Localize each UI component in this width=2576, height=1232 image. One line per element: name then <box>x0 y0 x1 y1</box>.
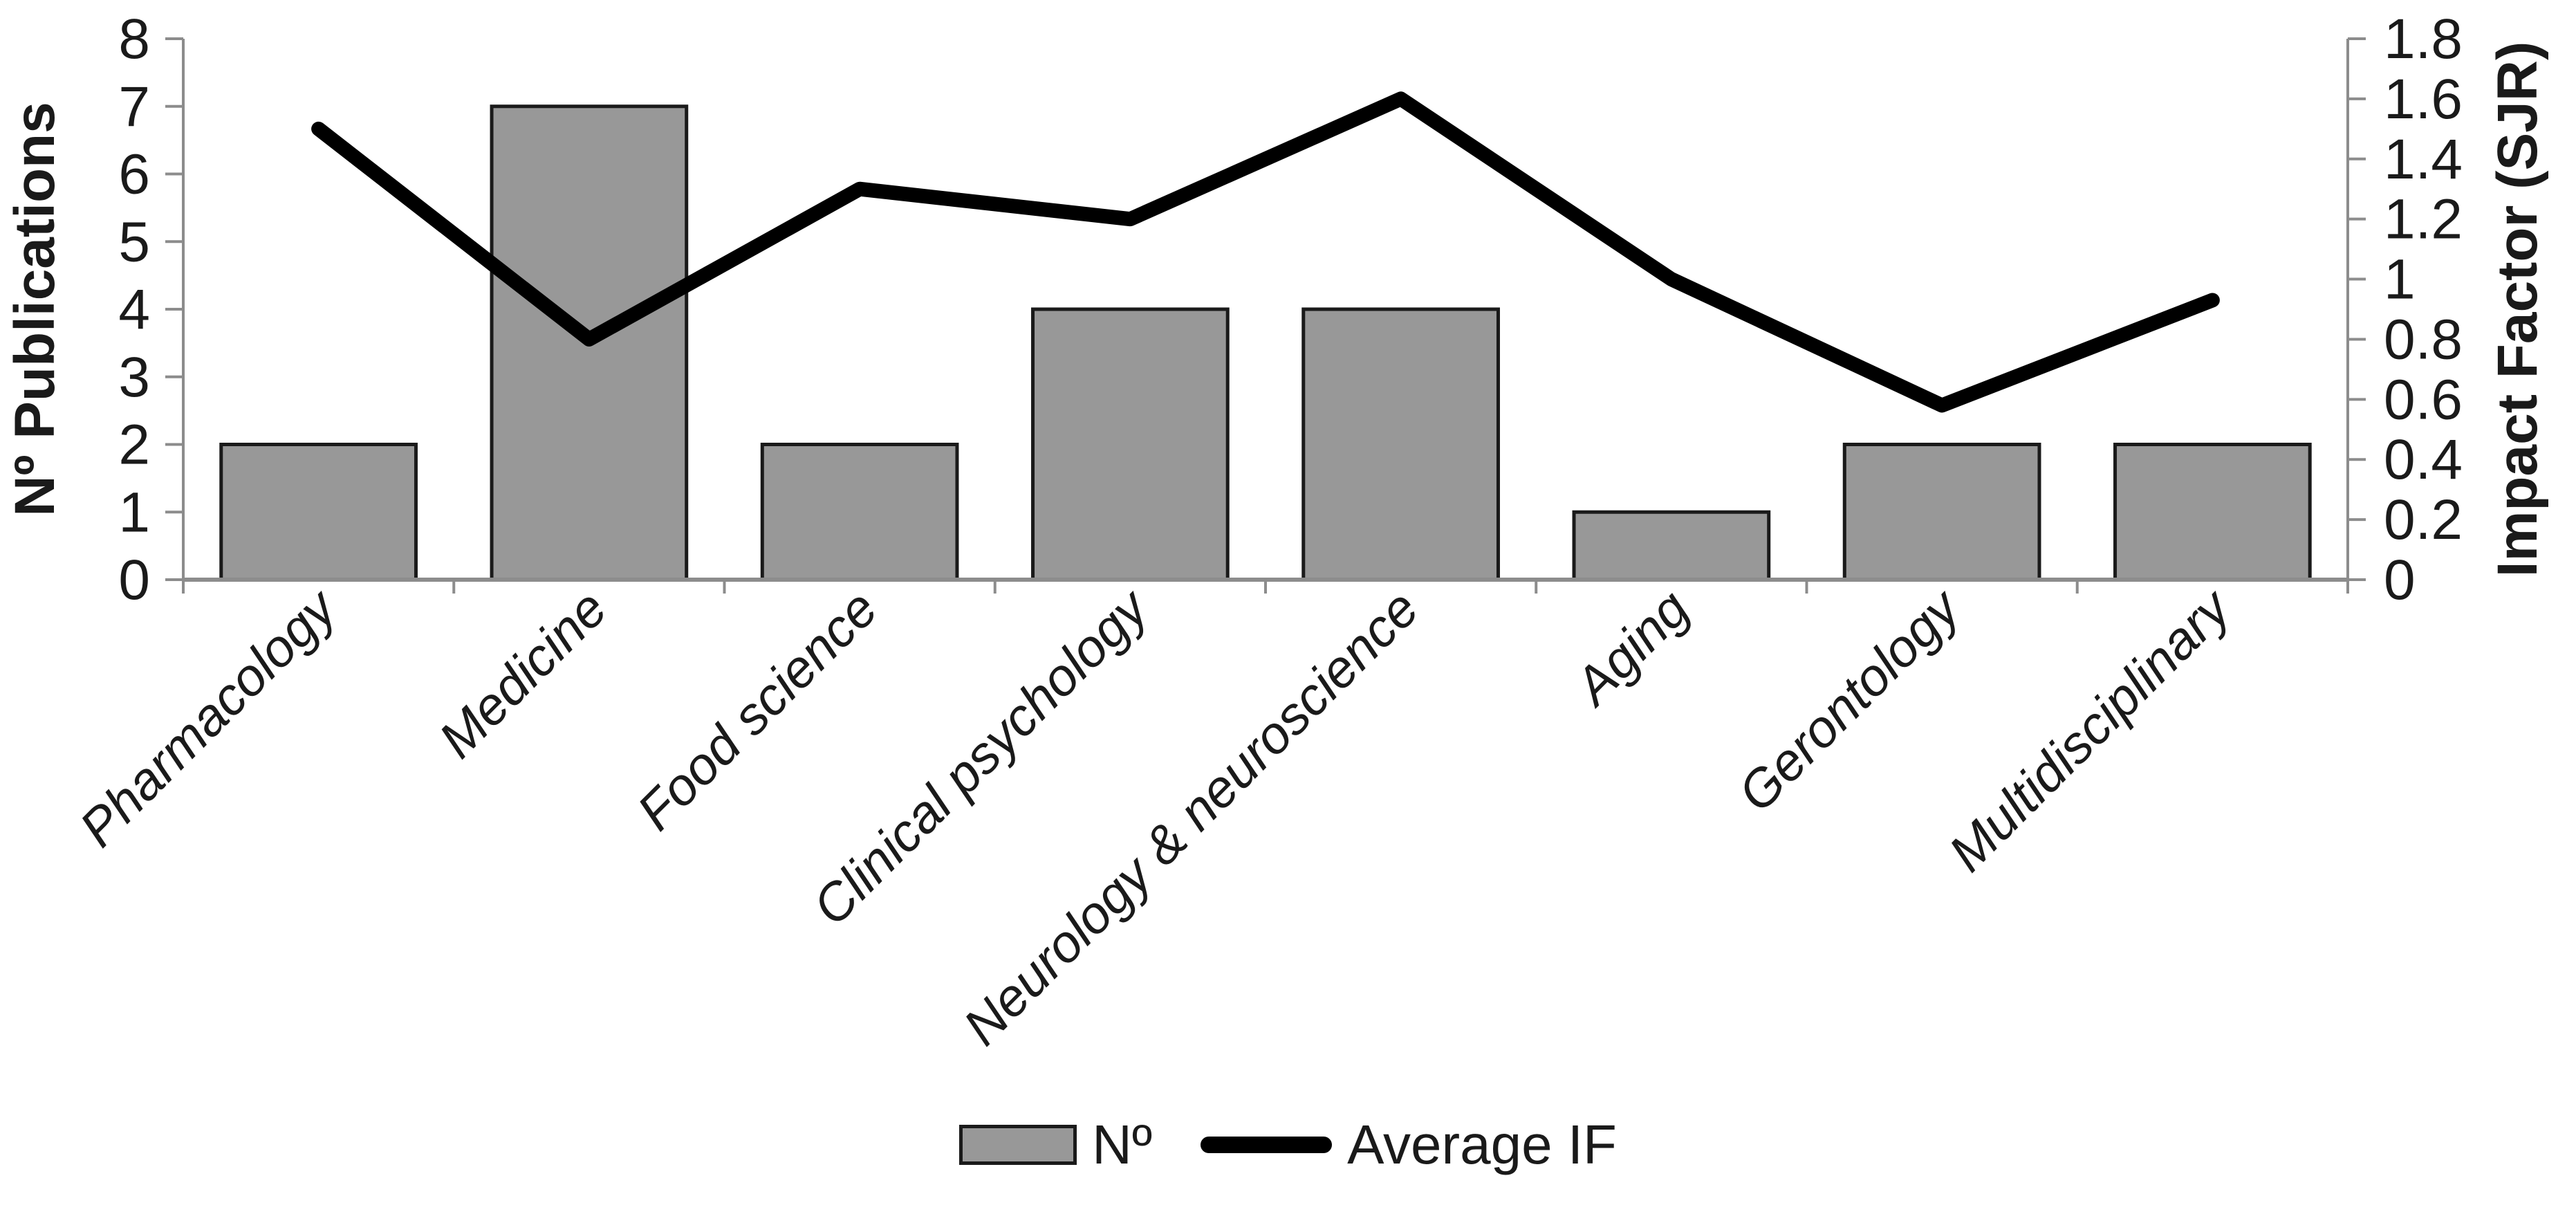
bar-neurology-neuroscience <box>1301 307 1500 582</box>
legend-bar-label: Nº <box>1092 1114 1153 1175</box>
left-axis-tick-label: 5 <box>118 210 150 273</box>
right-axis-tick-label: 0.4 <box>2384 428 2463 491</box>
legend-item-bars: Nº <box>959 1117 1152 1173</box>
right-axis-tick-label: 0.8 <box>2384 308 2463 371</box>
category-label-food-science: Food science <box>626 579 889 842</box>
line-series-swatch-icon <box>1201 1137 1333 1153</box>
bar-multidisciplinary <box>2113 443 2312 582</box>
right-axis-tick-label: 1 <box>2384 248 2416 311</box>
legend-item-line: Average IF <box>1201 1117 1617 1173</box>
left-axis-tick-label: 2 <box>118 414 150 477</box>
left-axis-tick-label: 4 <box>118 278 150 341</box>
left-axis-tick-label: 7 <box>118 75 150 138</box>
chart-legend: Nº Average IF <box>0 1117 2576 1173</box>
bar-food-science <box>760 443 959 582</box>
right-axis-tick-label: 1.4 <box>2384 128 2463 191</box>
chart-content: 01234567800.20.40.60.811.21.41.61.8Pharm… <box>68 8 2463 1056</box>
left-axis-tick-label: 0 <box>118 549 150 612</box>
bar-gerontology <box>1842 443 2041 582</box>
category-label-neurology-neuroscience: Neurology & neuroscience <box>952 579 1429 1056</box>
category-label-pharmacology: Pharmacology <box>68 577 349 858</box>
left-axis-tick-label: 6 <box>118 143 150 206</box>
right-axis-tick-label: 0.2 <box>2384 488 2463 551</box>
right-axis-tick-label: 0 <box>2384 549 2416 612</box>
bar-aging <box>1572 510 1771 582</box>
left-axis-tick-label: 1 <box>118 481 150 544</box>
legend-line-label: Average IF <box>1347 1114 1617 1175</box>
right-axis-title: Impact Factor (SJR) <box>2486 42 2549 578</box>
bar-clinical-psychology <box>1031 307 1230 582</box>
line-average-if <box>311 91 2220 413</box>
right-axis-tick-label: 0.6 <box>2384 368 2463 431</box>
right-axis-tick-label: 1.2 <box>2384 188 2463 251</box>
category-label-multidisciplinary: Multidisciplinary <box>1938 577 2243 883</box>
left-axis-tick-label: 8 <box>118 8 150 71</box>
category-label-gerontology: Gerontology <box>1727 577 1973 823</box>
left-axis-title: Nº Publications <box>3 102 66 516</box>
bar-series-swatch-icon <box>959 1125 1077 1165</box>
bar-pharmacology <box>219 443 418 582</box>
category-label-aging: Aging <box>1562 579 1701 717</box>
left-axis-tick-label: 3 <box>118 346 150 409</box>
right-axis-tick-label: 1.6 <box>2384 68 2463 131</box>
right-axis-tick-label: 1.8 <box>2384 8 2463 71</box>
category-label-medicine: Medicine <box>428 579 618 769</box>
